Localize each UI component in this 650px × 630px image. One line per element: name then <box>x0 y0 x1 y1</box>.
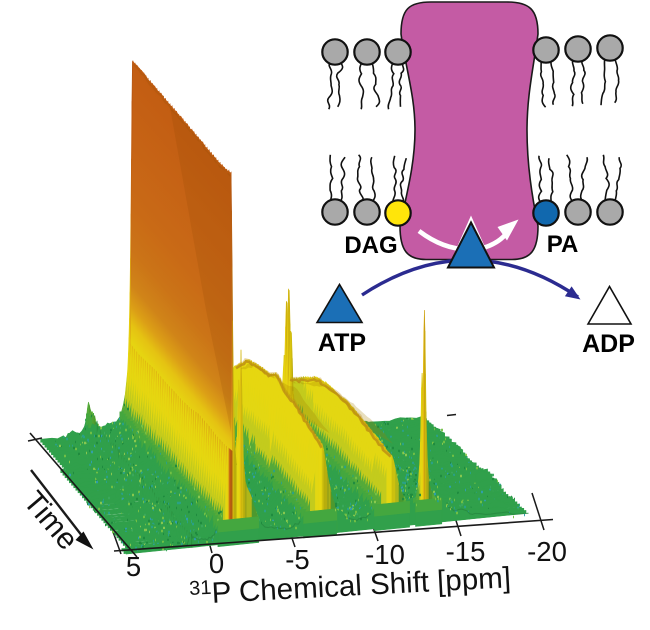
svg-text:31P Chemical Shift [ppm]: 31P Chemical Shift [ppm] <box>189 561 512 611</box>
svg-text:0: 0 <box>209 548 224 579</box>
svg-text:-5: -5 <box>285 544 309 575</box>
svg-text:ATP: ATP <box>318 329 366 357</box>
svg-text:-15: -15 <box>446 536 486 567</box>
svg-text:PA: PA <box>547 231 579 258</box>
svg-text:-10: -10 <box>365 539 405 570</box>
svg-text:Time: Time <box>17 485 85 556</box>
svg-text:5: 5 <box>126 551 141 582</box>
svg-text:-20: -20 <box>527 536 567 567</box>
svg-text:ADP: ADP <box>582 330 635 358</box>
svg-text:DAG: DAG <box>344 232 397 259</box>
